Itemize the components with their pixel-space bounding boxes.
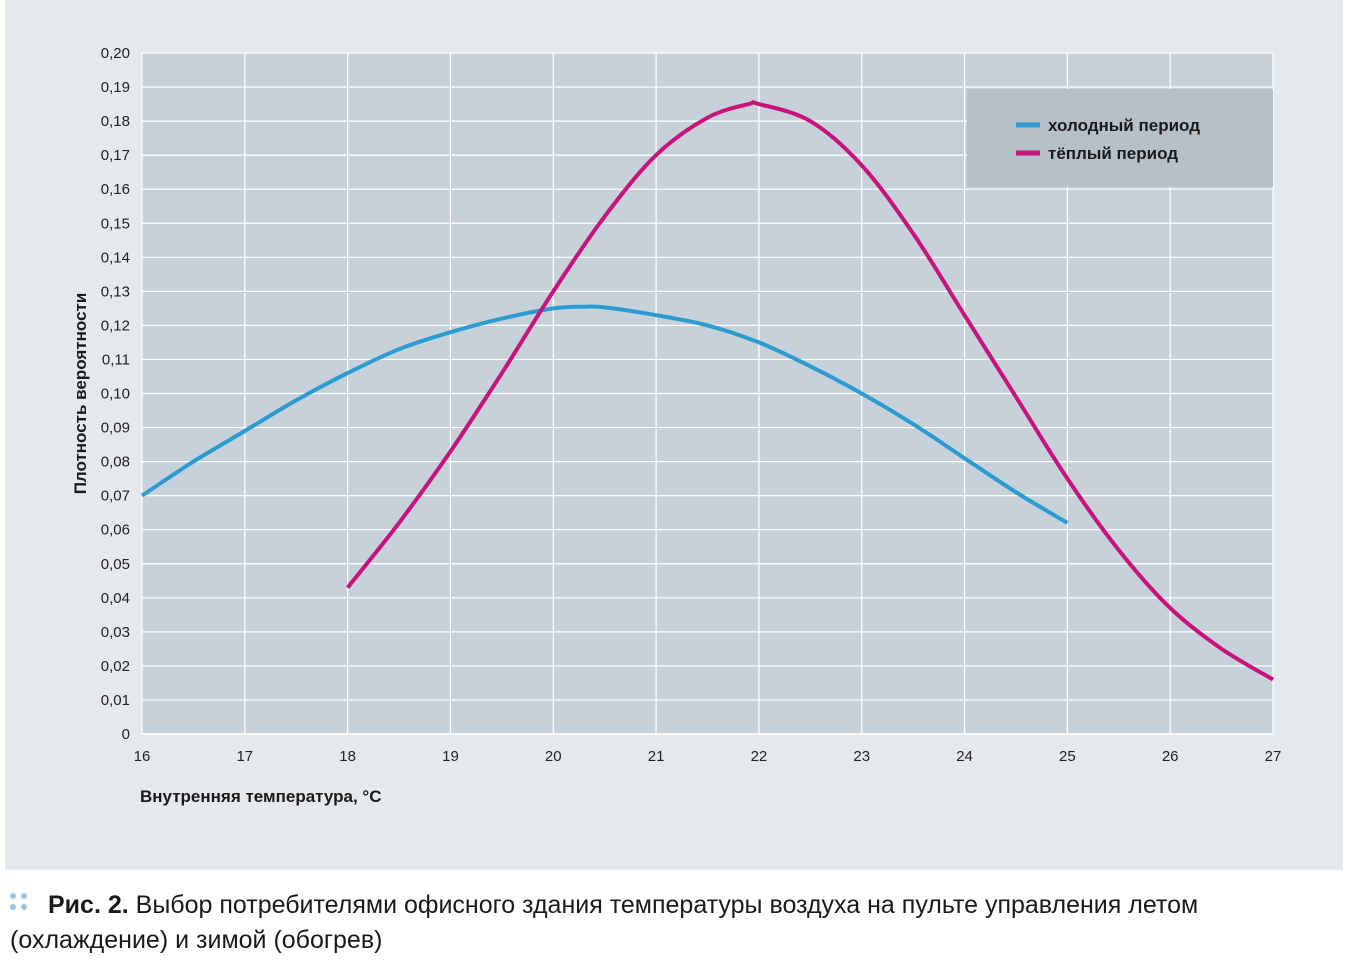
y-tick-label: 0 (122, 726, 130, 743)
y-tick-label: 0,20 (101, 45, 130, 62)
y-tick-label: 0,06 (101, 522, 130, 539)
y-tick-label: 0,15 (101, 215, 130, 232)
y-tick-label: 0,19 (101, 79, 130, 96)
legend-label-cold: холодный период (1048, 116, 1200, 135)
series-line-cold (140, 304, 1069, 525)
y-tick-label: 0,14 (101, 249, 130, 266)
x-tick-label: 20 (545, 748, 562, 765)
caption-label: Рис. 2. (48, 891, 129, 919)
y-tick-label: 0,04 (101, 590, 130, 607)
x-tick-label: 24 (956, 748, 973, 765)
x-tick-label: 26 (1162, 748, 1179, 765)
y-tick-label: 0,01 (101, 692, 130, 709)
x-tick-label: 16 (134, 748, 151, 765)
x-tick-label: 25 (1059, 748, 1076, 765)
y-tick-label: 0,07 (101, 488, 130, 505)
x-tick-label: 19 (442, 748, 459, 765)
y-tick-label: 0,10 (101, 386, 130, 403)
legend: холодный период тёплый период (967, 89, 1273, 187)
x-tick-label: 21 (648, 748, 665, 765)
y-tick-label: 0,18 (101, 113, 130, 130)
figure-caption: Рис. 2. Выбор потребителями офисного зда… (10, 888, 1344, 958)
series-line-warm (346, 100, 1275, 682)
y-tick-label: 0,17 (101, 147, 130, 164)
y-tick-label: 0,13 (101, 283, 130, 300)
y-tick-label: 0,16 (101, 181, 130, 198)
y-tick-label: 0,11 (102, 351, 130, 368)
legend-label-warm: тёплый период (1048, 144, 1178, 163)
grid (141, 52, 1274, 735)
tick-labels: 0 0,01 0,02 0,03 0,04 0,05 0,06 0,07 0,08 0,09 0,1… (101, 45, 1282, 765)
y-tick-label: 0,08 (101, 454, 130, 471)
y-tick-label: 0,12 (101, 317, 130, 334)
x-tick-label: 22 (751, 748, 768, 765)
caption-dots-icon (10, 893, 30, 913)
y-axis-title: Плотность вероятности (71, 293, 90, 495)
x-tick-label: 27 (1265, 748, 1282, 765)
x-tick-label: 17 (236, 748, 253, 765)
y-tick-label: 0,09 (101, 420, 130, 437)
legend-box (967, 89, 1273, 187)
caption-text: Выбор потребителями офисного здания темп… (10, 891, 1199, 954)
y-tick-label: 0,03 (101, 624, 130, 641)
x-tick-label: 23 (853, 748, 870, 765)
series (140, 100, 1275, 682)
x-axis-title: Внутренняя температура, °С (140, 787, 382, 806)
y-tick-label: 0,05 (101, 556, 130, 573)
y-tick-label: 0,02 (101, 658, 130, 675)
x-tick-label: 18 (339, 748, 356, 765)
chart: 0 0,01 0,02 0,03 0,04 0,05 0,06 0,07 0,08 0,09 0,1… (71, 45, 1282, 806)
